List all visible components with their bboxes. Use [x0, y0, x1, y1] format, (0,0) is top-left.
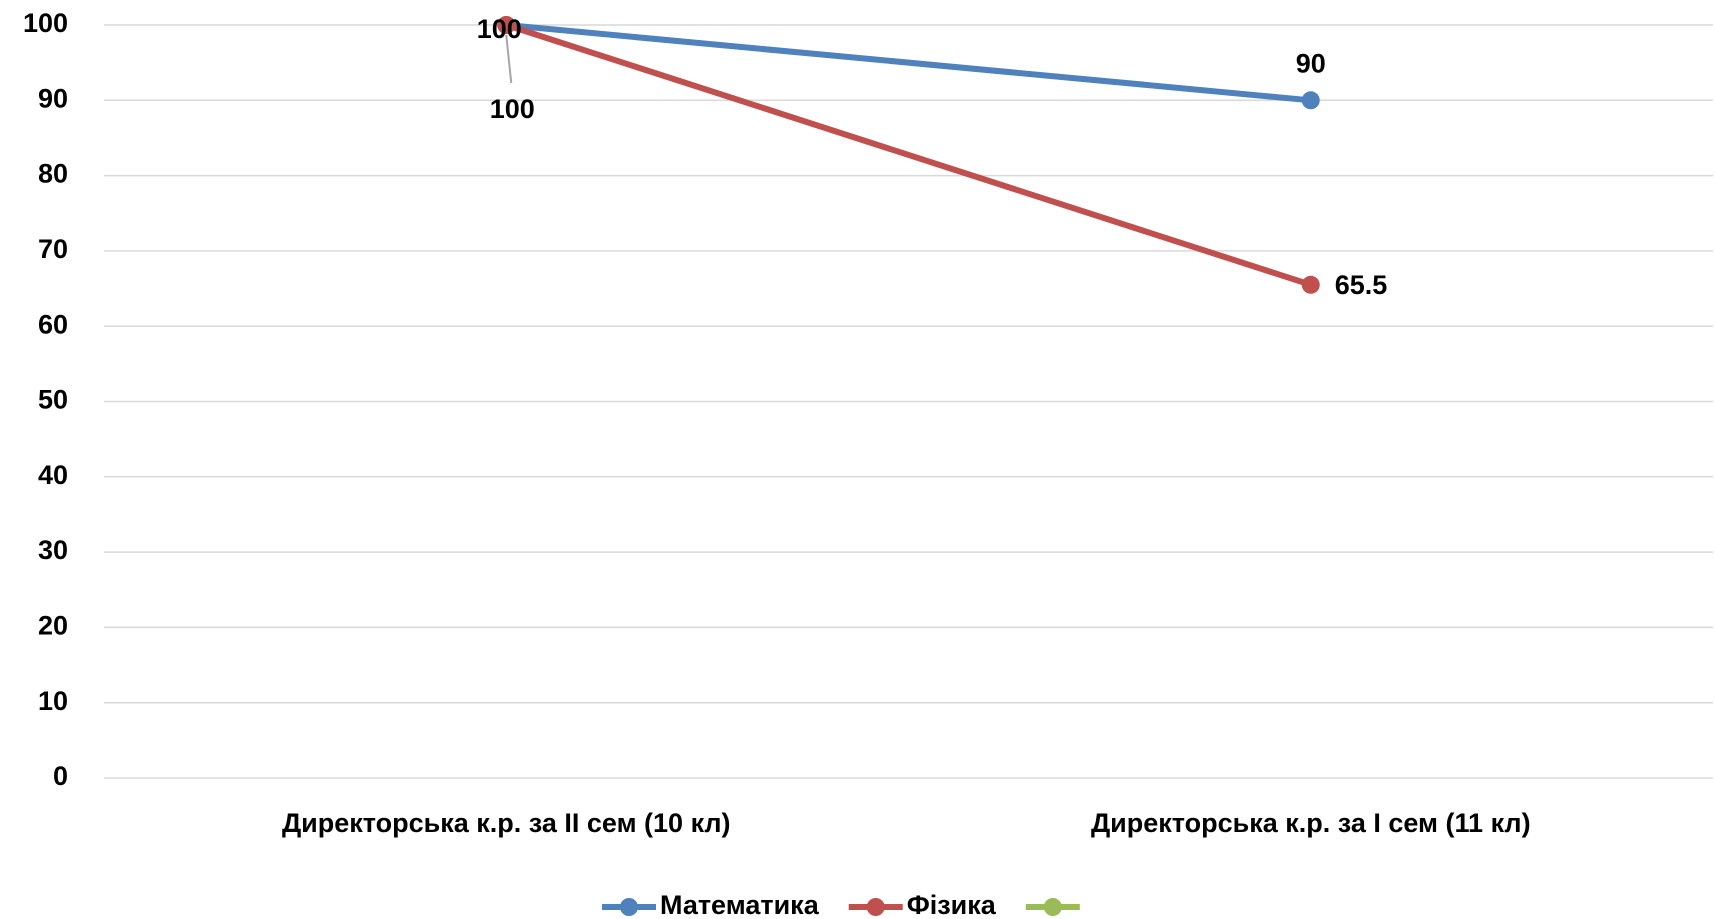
y-tick-label: 0 [53, 761, 68, 791]
legend-label: Фізика [907, 890, 997, 919]
x-tick-label: Директорська к.р. за II сем (10 кл) [282, 808, 731, 838]
y-tick-label: 90 [38, 83, 68, 113]
y-tick-label: 50 [38, 385, 68, 415]
y-tick-label: 80 [38, 159, 68, 189]
data-label: 65.5 [1335, 270, 1388, 300]
data-label: 90 [1296, 48, 1326, 78]
y-tick-label: 30 [38, 535, 68, 565]
leader-line [505, 34, 513, 84]
data-label: 100 [490, 94, 535, 124]
series-line [503, 22, 1314, 104]
data-label: 100 [477, 14, 522, 44]
point [497, 16, 516, 34]
x-tick-label: Директорська к.р. за I сем (11 кл) [1091, 808, 1531, 838]
y-tick-label: 100 [23, 8, 68, 38]
point [1301, 275, 1320, 294]
legend-marker [620, 898, 638, 916]
y-tick-label: 20 [38, 611, 68, 641]
series-line [503, 22, 1314, 288]
y-tick-label: 10 [38, 686, 68, 716]
legend-marker [1043, 898, 1062, 916]
y-tick-label: 70 [38, 234, 68, 264]
point [1301, 91, 1320, 110]
legend-marker [866, 898, 885, 916]
y-tick-label: 40 [38, 460, 68, 490]
y-tick-label: 60 [38, 309, 68, 339]
legend-label: Математика [660, 890, 820, 919]
